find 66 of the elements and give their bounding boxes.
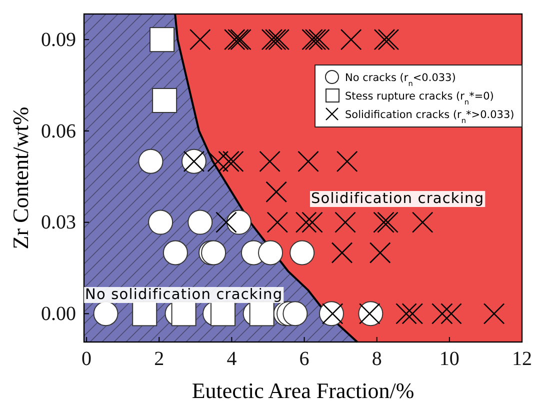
legend-label: Stess rupture cracks (r$_{n}$*=0) (345, 90, 494, 106)
point (331, 242, 353, 264)
point (162, 240, 188, 266)
point (218, 150, 240, 172)
annotation: Solidification cracking (311, 191, 484, 207)
point (261, 28, 283, 50)
point (282, 301, 308, 326)
y-tick-label: 0.03 (41, 212, 76, 234)
point (377, 212, 398, 233)
point (216, 212, 237, 233)
point (369, 242, 391, 264)
point (302, 28, 323, 50)
point (308, 28, 330, 50)
point (224, 28, 246, 50)
point (150, 27, 175, 52)
point (295, 212, 317, 233)
point (226, 210, 252, 235)
point (304, 28, 326, 50)
point (266, 212, 288, 233)
point (440, 303, 462, 324)
point (374, 28, 396, 50)
y-tick-label: 0.06 (41, 120, 76, 142)
point (402, 303, 424, 324)
x-tick-label: 10 (439, 348, 460, 370)
point (207, 150, 229, 172)
y-tick-label: 0.00 (41, 303, 76, 326)
point (138, 148, 164, 174)
point (336, 150, 358, 172)
point (298, 150, 319, 172)
point (290, 240, 315, 266)
point (259, 150, 280, 172)
legend-label: Solidification cracks (r$_{n}$*>0.033) (345, 109, 514, 124)
point (171, 301, 196, 326)
y-tick-label: 0.09 (41, 28, 76, 51)
x-tick-label: 4 (226, 348, 237, 370)
point (483, 303, 505, 324)
annotation: No solidification cracking (85, 287, 283, 303)
point (93, 301, 118, 326)
point (412, 212, 434, 233)
x-tick-label: 0 (82, 348, 92, 370)
x-tick-label: 8 (372, 348, 382, 370)
point (148, 210, 174, 235)
y-axis-title: Zr Content/wt% (8, 106, 33, 250)
point (258, 240, 284, 266)
point (210, 301, 236, 326)
point (334, 212, 356, 233)
point (249, 301, 274, 326)
point (396, 303, 417, 324)
point (222, 150, 244, 172)
legend-label: No cracks (r$_{n}$<0.033) (345, 72, 456, 88)
x-tick-label: 2 (154, 348, 164, 370)
point (373, 212, 394, 233)
point (264, 28, 286, 50)
x-tick-label: 6 (299, 348, 310, 370)
point (188, 210, 213, 235)
point (152, 88, 178, 113)
point (378, 28, 400, 50)
point (432, 303, 453, 324)
point (132, 301, 158, 326)
point (189, 28, 211, 50)
point (302, 212, 323, 233)
point (340, 28, 362, 50)
point (268, 28, 290, 50)
x-tick-label: 12 (512, 348, 532, 370)
x-axis-title: Eutectic Area Fraction/% (192, 378, 414, 403)
point (266, 181, 287, 203)
